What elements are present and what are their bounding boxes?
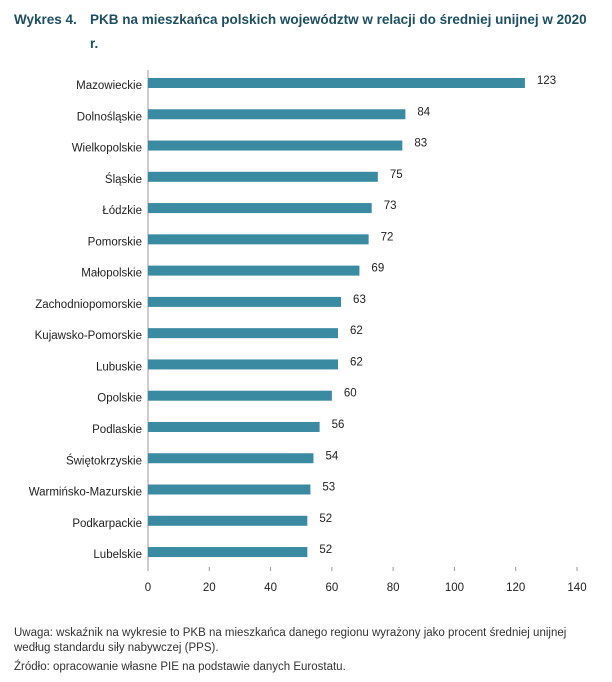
value-label: 52 — [319, 544, 332, 556]
x-tick-label: 40 — [264, 582, 277, 594]
value-label: 63 — [353, 294, 366, 306]
y-tick-label: Śląskie — [105, 173, 142, 186]
bar — [148, 515, 308, 526]
bar — [148, 484, 311, 495]
value-label: 62 — [350, 325, 363, 337]
x-tick-label: 140 — [567, 582, 586, 594]
note: Uwaga: wskaźnik na wykresie to PKB na mi… — [14, 627, 567, 654]
bar — [148, 109, 406, 120]
bar — [148, 421, 320, 432]
value-label: 73 — [384, 200, 397, 212]
value-label: 52 — [319, 513, 332, 525]
y-tick-label: Lubuskie — [96, 361, 142, 373]
chart-title: PKB na mieszkańca polskich województw w … — [90, 12, 587, 51]
y-tick-label: Warmińsko-Mazurskie — [29, 487, 142, 499]
y-tick-label: Łódzkie — [102, 205, 142, 217]
y-tick-label: Małopolskie — [81, 268, 142, 280]
bar — [148, 265, 360, 276]
x-tick-label: 100 — [445, 582, 464, 594]
x-tick-label: 60 — [325, 582, 338, 594]
bar — [148, 234, 369, 245]
bar — [148, 359, 338, 370]
x-tick-label: 80 — [387, 582, 400, 594]
bar — [148, 453, 314, 464]
y-tick-label: Kujawsko-Pomorskie — [35, 330, 142, 342]
value-label: 75 — [390, 169, 403, 181]
chart: 0 20 40 60 80 100 120 140 Mazowieckie 123 Dolnoślą… — [29, 70, 587, 594]
y-tick-label: Zachodniopomorskie — [35, 299, 142, 311]
y-tick-label: Podkarpackie — [72, 518, 142, 530]
y-tick-label: Świętokrzyskie — [66, 454, 142, 467]
y-tick-label: Lubelskie — [93, 549, 142, 561]
bar — [148, 203, 372, 214]
bar — [148, 140, 403, 151]
bar — [148, 328, 338, 339]
value-label: 72 — [381, 231, 394, 243]
source: Źródło: opracowanie własne PIE na podsta… — [14, 661, 346, 673]
x-tick-label: 20 — [203, 582, 216, 594]
value-label: 84 — [417, 106, 430, 118]
y-tick-label: Podlaskie — [92, 424, 142, 436]
value-label: 83 — [414, 138, 427, 150]
y-tick-label: Mazowieckie — [76, 80, 142, 92]
y-tick-label: Dolnośląskie — [77, 111, 142, 123]
bar — [148, 78, 525, 88]
bar — [148, 171, 378, 182]
value-label: 60 — [344, 388, 357, 400]
y-tick-label: Wielkopolskie — [72, 143, 142, 155]
value-label: 69 — [371, 263, 384, 275]
notes: Uwaga: wskaźnik na wykresie to PKB na mi… — [14, 626, 604, 679]
y-tick-label: Pomorskie — [88, 236, 142, 248]
value-label: 53 — [322, 482, 335, 494]
value-label: 54 — [325, 450, 338, 462]
x-tick-label: 120 — [506, 582, 525, 594]
figure-label: Wykres 4. — [14, 12, 77, 27]
value-label: 62 — [350, 356, 363, 368]
x-tick-label: 0 — [145, 582, 151, 594]
y-tick-label: Opolskie — [97, 393, 142, 405]
bar — [148, 296, 342, 307]
value-label: 56 — [332, 419, 345, 431]
bar — [148, 547, 308, 558]
value-label: 123 — [537, 75, 556, 87]
bar — [148, 390, 332, 401]
